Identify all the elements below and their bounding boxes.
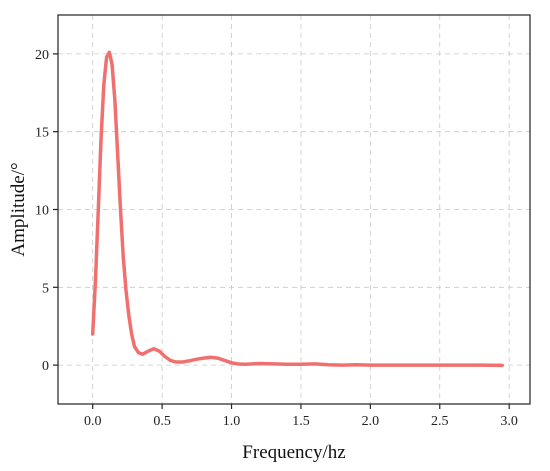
- grid-lines: [58, 15, 530, 404]
- y-tick-label: 0: [42, 359, 49, 374]
- y-tick-label: 20: [35, 48, 49, 63]
- y-tick-label: 5: [42, 281, 49, 296]
- y-tick-label: 10: [35, 204, 49, 219]
- x-axis-title: Frequency/hz: [242, 442, 345, 463]
- x-tick-label: 3.0: [500, 414, 518, 429]
- series-line: [90, 50, 504, 368]
- y-tick-label: 15: [35, 126, 49, 141]
- x-tick-label: 2.5: [431, 414, 449, 429]
- x-tick-label: 0.0: [84, 414, 102, 429]
- x-tick-label: 1.5: [292, 414, 310, 429]
- x-tick-label: 2.0: [362, 414, 380, 429]
- y-tick-labels: 0 5 10 15 20: [35, 48, 49, 374]
- x-tick-labels: 0.0 0.5 1.0 1.5 2.0 2.5 3.0: [84, 414, 518, 429]
- x-tick-label: 0.5: [153, 414, 171, 429]
- x-tick-label: 1.0: [223, 414, 241, 429]
- y-axis-title: Amplitude/°: [8, 162, 29, 256]
- axis-ticks: [53, 53, 510, 409]
